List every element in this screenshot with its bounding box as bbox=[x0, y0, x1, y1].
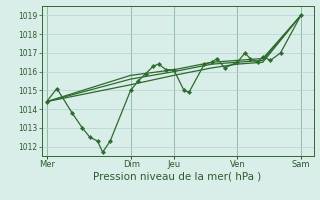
X-axis label: Pression niveau de la mer( hPa ): Pression niveau de la mer( hPa ) bbox=[93, 172, 262, 182]
